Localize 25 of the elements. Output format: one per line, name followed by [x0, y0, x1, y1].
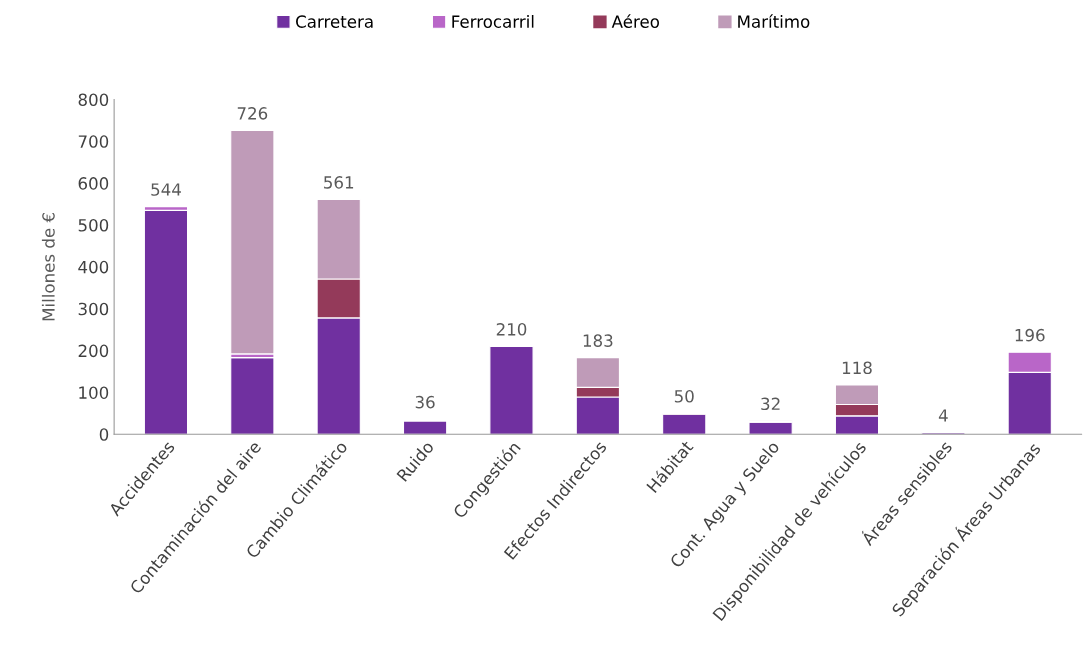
total-label: 210	[496, 323, 527, 336]
total-label: 32	[761, 397, 780, 411]
legend-label: Carretera	[296, 15, 373, 28]
y-tick-label: 600	[78, 177, 109, 190]
y-tick-label: 500	[78, 218, 109, 232]
legend-label: Aéreo	[611, 14, 659, 28]
total-label: 118	[842, 361, 872, 375]
y-tick-label: 400	[78, 260, 109, 274]
total-label: 196	[1015, 328, 1045, 342]
y-tick-label: 200	[78, 344, 109, 358]
total-label: 561	[324, 176, 354, 189]
total-label: 544	[151, 183, 181, 196]
y-tick-label: 700	[78, 135, 109, 148]
total-label: 183	[583, 334, 613, 347]
y-axis-title: Millones de €	[41, 212, 55, 321]
total-label: 36	[415, 395, 435, 409]
y-tick-label: 800	[78, 93, 109, 107]
legend-label: Ferrocarril	[452, 15, 534, 28]
legend-label: Marítimo	[738, 14, 810, 28]
y-tick-label: 300	[78, 302, 109, 316]
y-tick-label: 100	[79, 386, 109, 399]
total-label: 50	[674, 389, 694, 403]
total-label: 4	[938, 409, 948, 422]
y-tick-label: 0	[99, 428, 109, 441]
total-label: 726	[237, 107, 268, 120]
